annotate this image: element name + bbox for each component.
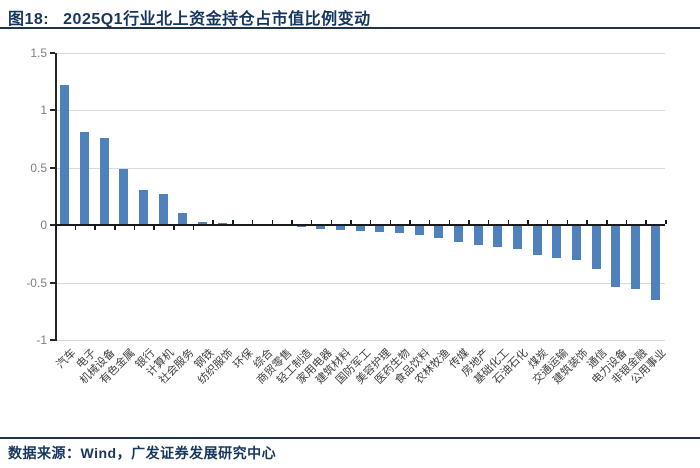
- bar: [355, 225, 365, 231]
- y-gridline: [57, 168, 665, 169]
- category-tick: [153, 226, 155, 231]
- category-tick: [271, 220, 273, 225]
- figure-title: 图18: 2025Q1行业北上资金持仓占市值比例变动: [8, 5, 371, 29]
- bar: [217, 222, 227, 226]
- bar: [532, 225, 542, 255]
- category-tick: [625, 220, 628, 225]
- title-divider-line: [0, 27, 700, 29]
- bar: [158, 194, 168, 226]
- category-tick: [606, 220, 608, 225]
- bar: [453, 225, 463, 243]
- y-axis-tick: [50, 339, 55, 341]
- category-tick: [409, 220, 411, 225]
- bar: [394, 225, 404, 234]
- bar: [473, 225, 483, 245]
- bar: [375, 225, 385, 233]
- bar: [591, 225, 601, 269]
- category-tick: [566, 220, 569, 225]
- bar: [611, 225, 621, 288]
- category-tick: [546, 220, 549, 225]
- category-tick: [310, 220, 313, 225]
- category-tick: [468, 220, 470, 225]
- category-tick: [55, 226, 57, 231]
- category-tick: [133, 226, 136, 231]
- category-tick: [369, 220, 372, 225]
- figure-title-text: 2025Q1行业北上资金持仓占市值比例变动: [63, 11, 371, 28]
- y-axis-tick: [50, 109, 55, 111]
- bar: [316, 225, 326, 229]
- category-tick: [507, 220, 510, 225]
- y-axis-tick-label: -1: [36, 333, 47, 347]
- category-tick: [251, 220, 254, 225]
- y-axis-tick: [50, 52, 55, 54]
- x-axis-category-label: 汽车: [54, 347, 79, 372]
- y-gridline: [57, 110, 665, 111]
- bar: [198, 221, 208, 226]
- y-gridline: [57, 53, 665, 54]
- bar: [631, 225, 640, 290]
- category-tick: [586, 220, 588, 225]
- y-axis-tick-label: -0.5: [26, 276, 47, 290]
- bar: [552, 225, 562, 259]
- category-tick: [350, 220, 352, 225]
- category-tick: [645, 220, 647, 225]
- bar: [139, 189, 148, 226]
- category-tick: [173, 226, 175, 231]
- category-tick: [232, 220, 234, 225]
- y-gridline: [57, 340, 665, 341]
- bar: [296, 225, 306, 228]
- category-tick: [487, 220, 490, 225]
- bar: [99, 138, 109, 226]
- footer-divider-line: [0, 437, 700, 439]
- category-tick: [192, 226, 195, 231]
- y-axis-tick: [50, 282, 55, 284]
- y-gridline: [57, 283, 665, 284]
- y-axis-line: [55, 53, 57, 341]
- x-axis-category-label: 环保: [231, 347, 256, 372]
- figure-number-label: 图18:: [8, 11, 50, 28]
- category-tick: [212, 220, 214, 225]
- category-tick: [665, 220, 667, 225]
- x-axis-zero-line: [55, 224, 665, 227]
- bar: [119, 168, 129, 226]
- y-axis-tick-label: 1.5: [30, 46, 47, 60]
- data-source-note: 数据来源：Wind，广发证券发展研究中心: [8, 445, 277, 461]
- bar: [434, 225, 444, 238]
- category-tick: [291, 220, 293, 225]
- bar: [493, 225, 503, 247]
- bar: [80, 132, 89, 226]
- category-tick: [527, 220, 529, 225]
- bar: [512, 225, 522, 250]
- bar: [60, 85, 70, 226]
- y-axis-tick-label: 1: [40, 103, 47, 117]
- category-tick: [389, 220, 391, 225]
- category-tick: [94, 226, 96, 231]
- y-axis-tick-label: 0: [40, 218, 47, 232]
- category-tick: [330, 220, 332, 225]
- y-axis-tick-label: 0.5: [30, 161, 47, 175]
- bar: [414, 225, 424, 236]
- bar: [178, 212, 188, 226]
- y-axis-tick: [50, 224, 55, 226]
- bar: [650, 225, 660, 300]
- bar: [572, 225, 581, 260]
- category-tick: [74, 226, 77, 231]
- category-tick: [448, 220, 450, 225]
- category-tick: [428, 220, 431, 225]
- category-tick: [114, 226, 116, 231]
- y-axis-tick: [50, 167, 55, 169]
- bar: [335, 225, 345, 230]
